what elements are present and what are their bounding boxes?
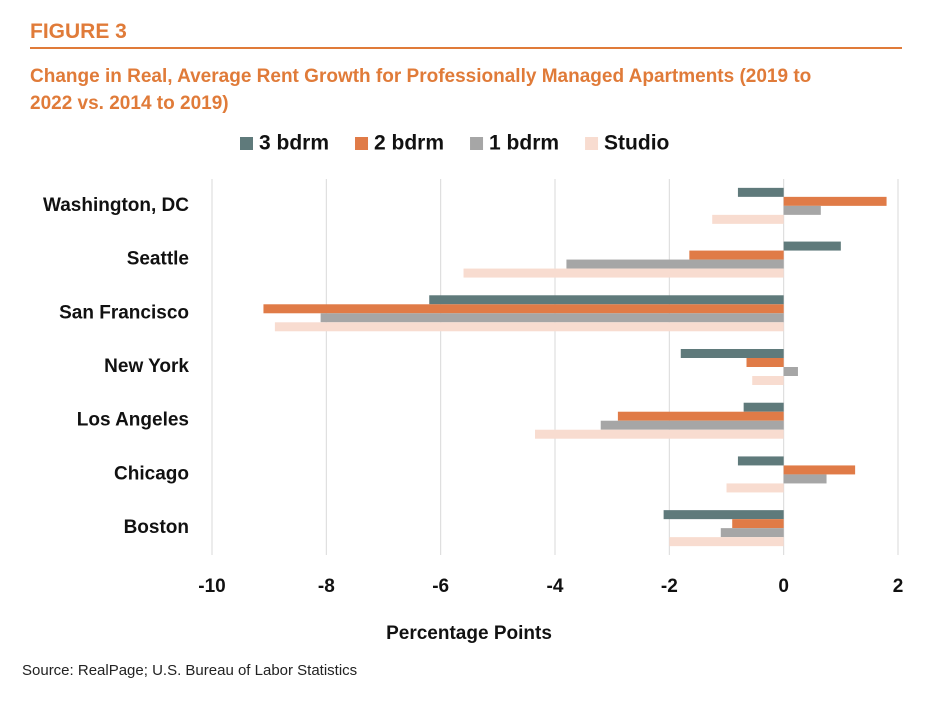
source: Source: RealPage; U.S. Bureau of Labor S… [22, 662, 358, 679]
bar [712, 214, 784, 224]
bar [737, 456, 784, 466]
y-tick-label: Boston [124, 517, 189, 538]
x-tick-label: -2 [661, 576, 678, 597]
bar [263, 304, 784, 314]
x-tick-label: -10 [198, 576, 225, 597]
bar [663, 510, 784, 520]
y-tick-label: Seattle [127, 249, 189, 270]
x-tick-label: -6 [432, 576, 449, 597]
bar [783, 465, 856, 475]
bar [680, 349, 784, 358]
legend-label: 1 bdrm [489, 132, 559, 155]
bar [743, 402, 784, 412]
x-tick-label: 0 [778, 576, 789, 597]
legend-label: Studio [604, 132, 669, 155]
x-tick-label: -4 [547, 576, 564, 597]
bar [783, 367, 798, 376]
bar [783, 474, 827, 484]
bar [752, 376, 784, 385]
chart-title: Change in Real, Average Rent Growth for … [30, 66, 812, 114]
legend-swatch [355, 137, 369, 150]
x-tick-label: -8 [318, 576, 335, 597]
legend-swatch [585, 137, 599, 150]
x-tick-label: 2 [893, 576, 904, 597]
bar [746, 358, 784, 367]
bar [783, 196, 887, 206]
bar [737, 187, 784, 197]
legend-label: 3 bdrm [259, 132, 329, 155]
y-tick-label: New York [104, 356, 189, 377]
y-tick-label: Chicago [114, 463, 189, 484]
y-tick-label: Los Angeles [77, 410, 189, 431]
bar [783, 241, 841, 251]
legend-swatch [240, 137, 253, 150]
y-tick-label: Washington, DC [43, 195, 189, 216]
bar [720, 528, 784, 538]
legend-swatch [470, 137, 484, 150]
x-axis-label: Percentage Points [386, 623, 552, 644]
bar [463, 268, 784, 278]
figure-label: FIGURE 3 [30, 20, 127, 43]
bar [617, 411, 784, 421]
bar [726, 483, 784, 493]
bar [669, 537, 784, 547]
bar [600, 420, 784, 430]
bar [274, 322, 784, 332]
bar [566, 259, 784, 269]
y-tick-label: San Francisco [59, 302, 189, 323]
bar [429, 295, 784, 305]
divider [30, 47, 902, 49]
bar [534, 429, 784, 439]
legend-label: 2 bdrm [374, 132, 444, 155]
bar [689, 250, 784, 260]
bar [783, 205, 821, 215]
bar [732, 519, 784, 529]
bar [320, 313, 784, 323]
